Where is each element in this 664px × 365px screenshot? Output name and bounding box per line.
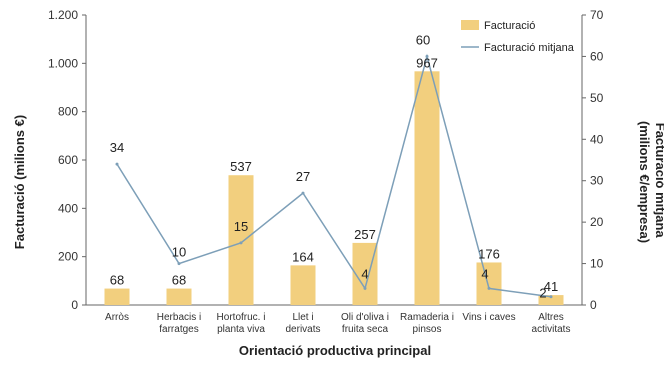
x-category-label: Llet i derivats [285, 312, 320, 335]
left-y-tick-label: 400 [58, 201, 78, 215]
legend-swatch-facturacio [461, 20, 479, 30]
legend-label-facturacio-mitjana: Facturació mitjana [484, 42, 575, 54]
left-y-tick-label: 0 [71, 298, 78, 312]
right-y-tick-label: 70 [590, 8, 604, 22]
right-y-tick-label: 0 [590, 298, 597, 312]
line-value-label: 4 [481, 266, 488, 281]
y-axis-title-right: Facturació mitjana (milions €/empresa) [637, 121, 664, 243]
x-axis-title: Orientació productiva principal [239, 343, 431, 358]
right-y-tick-label: 30 [590, 174, 604, 188]
right-y-tick-label: 50 [590, 91, 604, 105]
line-point [115, 162, 119, 166]
y-axis-title-right-line-1: Facturació mitjana [653, 123, 664, 239]
axes [85, 15, 583, 306]
bar-series [104, 71, 564, 305]
line-value-label: 34 [110, 140, 124, 155]
x-category-labels: Arròs Herbacis i farratges Hortofruc. i plan… [105, 312, 570, 335]
line-point [487, 286, 491, 290]
bar-value-label: 164 [292, 249, 314, 264]
bar-value-label: 41 [544, 279, 558, 294]
bar [166, 288, 192, 305]
right-y-tick-label: 20 [590, 215, 604, 229]
left-y-tick-label: 1.000 [48, 56, 78, 70]
right-y-tick-label: 40 [590, 132, 604, 146]
left-y-tick-label: 1.200 [48, 8, 78, 22]
line-value-label: 4 [361, 266, 368, 281]
line-value-label: 27 [296, 169, 310, 184]
line-point [425, 54, 429, 58]
line-series [115, 53, 553, 299]
average-line [116, 53, 552, 298]
x-category-label: Hortofruc. i planta viva [217, 312, 266, 335]
line-point [301, 191, 305, 195]
bar-data-labels: 68 68 537 164 257 967 176 41 [110, 55, 558, 294]
bar [104, 288, 130, 305]
line-value-label: 60 [416, 32, 430, 47]
bar-value-label: 967 [416, 55, 438, 70]
line-point [177, 262, 181, 266]
bar [414, 71, 440, 305]
line-value-label: 15 [234, 219, 248, 234]
y-axis-title-right-line-2: (milions €/empresa) [637, 121, 652, 243]
bar-value-label: 257 [354, 227, 376, 242]
line-point [549, 295, 553, 299]
legend-label-facturacio: Facturació [484, 20, 535, 32]
bar [352, 242, 378, 305]
line-point [239, 241, 243, 245]
line-value-label: 10 [172, 245, 186, 260]
left-y-ticks: 0 200 400 600 800 1.000 1.200 [48, 8, 86, 312]
right-y-ticks: 0 10 20 30 40 50 60 70 [582, 8, 604, 312]
y-axis-title-left: Facturació (milions €) [12, 115, 27, 249]
line-value-label: 2 [539, 286, 546, 301]
legend: Facturació Facturació mitjana [461, 20, 575, 54]
left-y-tick-label: 600 [58, 153, 78, 167]
bar-value-label: 68 [172, 273, 186, 288]
bar-value-label: 68 [110, 273, 124, 288]
bar [228, 175, 254, 305]
left-y-tick-label: 800 [58, 105, 78, 119]
right-y-tick-label: 10 [590, 257, 604, 271]
bar-value-label: 537 [230, 159, 252, 174]
left-y-tick-label: 200 [58, 250, 78, 264]
right-y-tick-label: 60 [590, 49, 604, 63]
bar [290, 265, 316, 305]
x-category-label: Oli d'oliva i fruita seca [341, 312, 389, 335]
line-point [363, 286, 367, 290]
x-category-label: Arròs [105, 312, 129, 323]
bar-value-label: 176 [478, 246, 500, 261]
line-data-labels: 34 10 15 27 4 60 4 2 [110, 32, 547, 300]
bar [476, 262, 502, 305]
x-category-label: Altres activitats [532, 312, 571, 335]
x-category-label: Herbacis i farratges [157, 312, 201, 335]
x-category-label: Vins i caves [462, 312, 515, 323]
x-category-label: Ramaderia i pinsos [400, 312, 454, 335]
bar [538, 295, 564, 305]
